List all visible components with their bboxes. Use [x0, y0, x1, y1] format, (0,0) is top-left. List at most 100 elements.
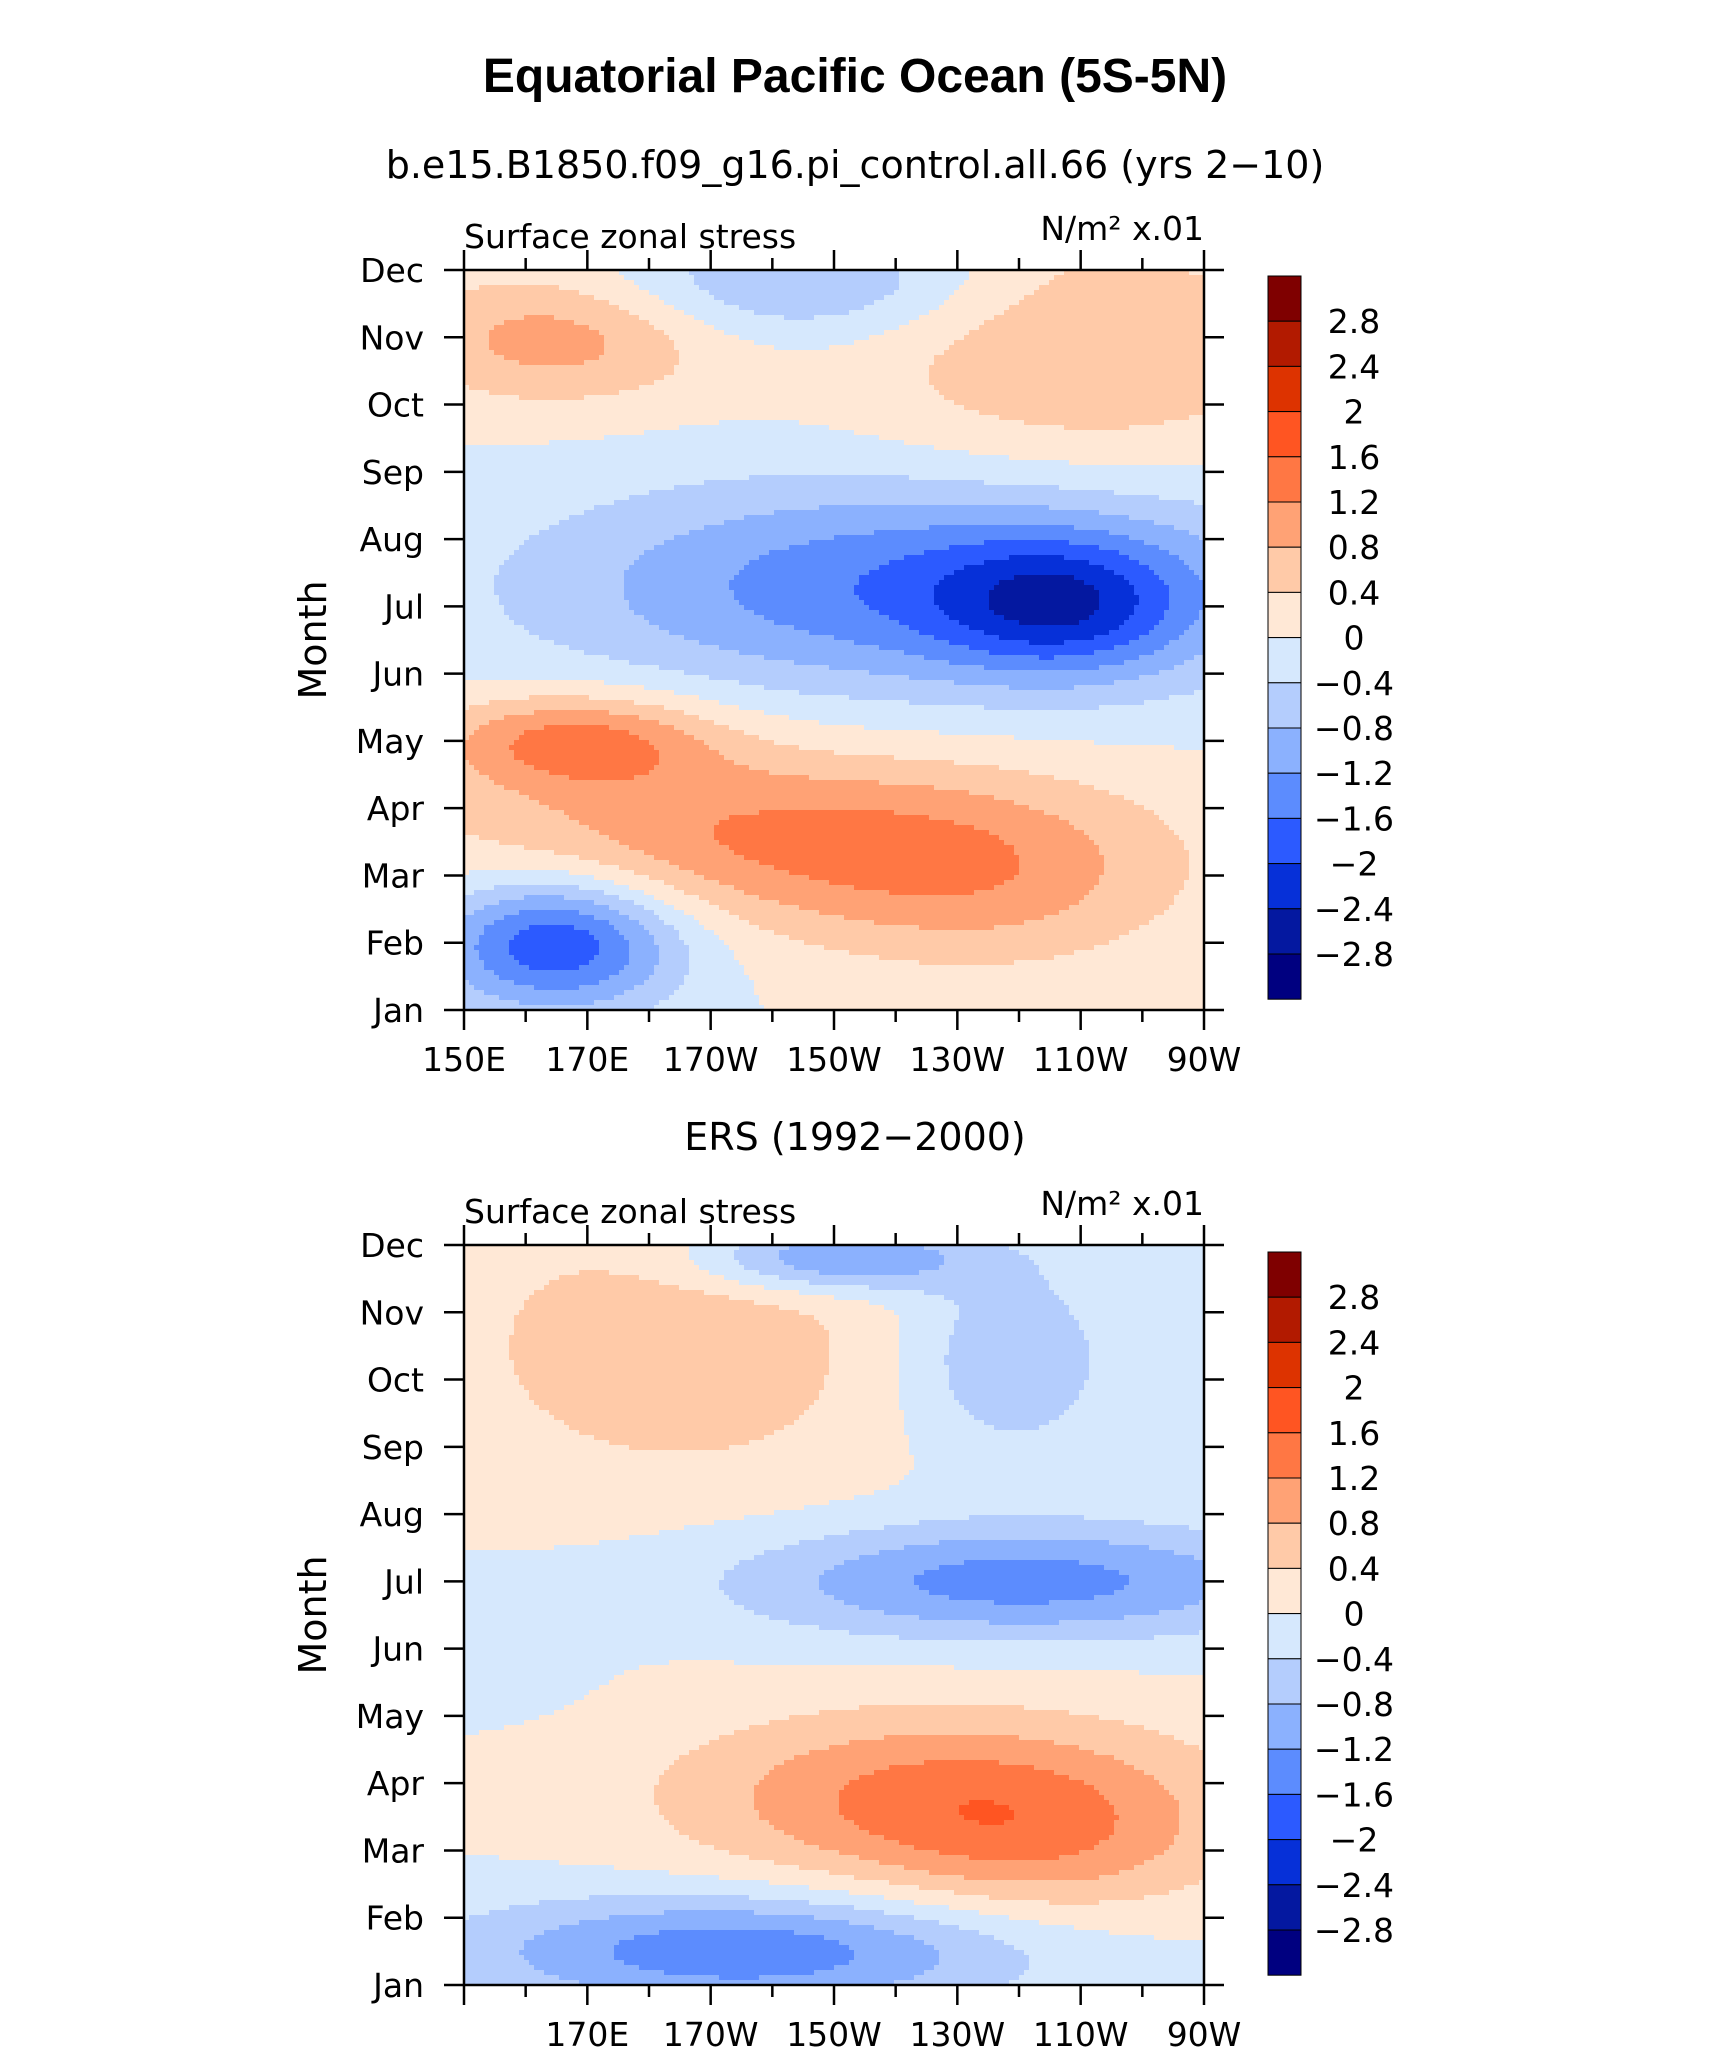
colorbar-label: −0.4	[1314, 664, 1394, 703]
y-tick-label: Jun	[370, 1630, 424, 1669]
colorbar-label: −0.8	[1314, 1685, 1394, 1724]
units-label: N/m² x.01	[1040, 209, 1204, 248]
panel-2: ERS (1992−2000)JanFebMarAprMayJunJulAugS…	[291, 1115, 1394, 2054]
colorbar-label: 0.8	[1328, 1504, 1380, 1543]
y-axis-title: Month	[291, 1555, 335, 1674]
y-tick-label: Jul	[382, 1562, 424, 1601]
y-tick-label: Aug	[360, 1495, 424, 1534]
colorbar-swatch	[1268, 1433, 1301, 1478]
y-tick-label: Jan	[371, 991, 424, 1030]
colorbar-label: 0.4	[1328, 1549, 1380, 1588]
y-tick-label: Mar	[362, 856, 425, 895]
y-tick-label: Dec	[360, 1226, 424, 1265]
colorbar-swatch	[1268, 638, 1301, 683]
colorbar-swatch	[1268, 954, 1301, 999]
x-tick-label: 150W	[786, 2015, 882, 2054]
x-tick-label: 170E	[545, 2015, 629, 2054]
y-tick-label: Jul	[382, 587, 424, 626]
field-name-label: Surface zonal stress	[464, 217, 796, 256]
colorbar-label: 1.2	[1328, 483, 1380, 522]
contour-field	[464, 270, 1205, 1011]
units-label: N/m² x.01	[1040, 1184, 1204, 1223]
x-tick-label: 150W	[786, 1040, 882, 1079]
colorbar-swatch	[1268, 1388, 1301, 1433]
colorbar-swatch	[1268, 412, 1301, 457]
colorbar-swatch	[1268, 1659, 1301, 1704]
colorbar-swatch	[1268, 1885, 1301, 1930]
colorbar-swatch	[1268, 818, 1301, 863]
colorbar-label: 0.8	[1328, 528, 1380, 567]
colorbar: 2.82.421.61.20.80.40−0.4−0.8−1.2−1.6−2−2…	[1268, 276, 1394, 999]
colorbar-label: 0.4	[1328, 573, 1380, 612]
figure-title: Equatorial Pacific Ocean (5S-5N)	[483, 50, 1227, 103]
figure: Equatorial Pacific Ocean (5S-5N) b.e15.B…	[0, 0, 1710, 2062]
y-tick-label: Dec	[360, 251, 424, 290]
colorbar-label: 0	[1344, 619, 1365, 658]
colorbar-swatch	[1268, 592, 1301, 637]
y-tick-label: Apr	[367, 789, 425, 828]
y-tick-label: Oct	[367, 386, 424, 425]
colorbar-swatch	[1268, 683, 1301, 728]
colorbar-swatch	[1268, 1568, 1301, 1613]
colorbar-label: 1.6	[1328, 438, 1380, 477]
x-tick-label: 90W	[1167, 2015, 1242, 2054]
y-tick-label: Nov	[360, 1293, 424, 1332]
y-tick-label: Feb	[366, 924, 424, 963]
colorbar-swatch	[1268, 1704, 1301, 1749]
colorbar: 2.82.421.61.20.80.40−0.4−0.8−1.2−1.6−2−2…	[1268, 1252, 1394, 1975]
colorbar-label: 2	[1344, 1369, 1365, 1408]
colorbar-swatch	[1268, 864, 1301, 909]
y-axis-title: Month	[291, 580, 335, 699]
colorbar-swatch	[1268, 1840, 1301, 1885]
panel-subtitle: ERS (1992−2000)	[684, 1115, 1026, 1159]
colorbar-label: 2.8	[1328, 302, 1380, 341]
colorbar-label: −0.4	[1314, 1640, 1394, 1679]
colorbar-swatch	[1268, 547, 1301, 592]
y-tick-label: Mar	[362, 1831, 425, 1870]
colorbar-label: −1.6	[1314, 799, 1394, 838]
colorbar-swatch	[1268, 1749, 1301, 1794]
y-tick-label: Nov	[360, 318, 424, 357]
colorbar-swatch	[1268, 1614, 1301, 1659]
colorbar-swatch	[1268, 1478, 1301, 1523]
colorbar-label: −1.2	[1314, 754, 1394, 793]
x-tick-label: 170W	[663, 1040, 759, 1079]
y-tick-label: Feb	[366, 1899, 424, 1938]
colorbar-swatch	[1268, 1252, 1301, 1297]
colorbar-label: 1.2	[1328, 1459, 1380, 1498]
x-tick-label: 110W	[1033, 1040, 1129, 1079]
colorbar-swatch	[1268, 1342, 1301, 1387]
x-tick-label: 90W	[1167, 1040, 1242, 1079]
x-tick-label: 150E	[422, 1040, 506, 1079]
y-tick-label: Apr	[367, 1764, 425, 1803]
colorbar-label: −2.8	[1314, 1911, 1394, 1950]
colorbar-label: −2.4	[1314, 1866, 1394, 1905]
x-tick-label: 130W	[910, 2015, 1006, 2054]
panel-1: b.e15.B1850.f09_g16.pi_control.all.66 (y…	[291, 143, 1394, 1079]
colorbar-label: 0	[1344, 1595, 1365, 1634]
colorbar-swatch	[1268, 502, 1301, 547]
y-tick-label: Oct	[367, 1361, 424, 1400]
field-name-label: Surface zonal stress	[464, 1192, 796, 1231]
colorbar-swatch	[1268, 728, 1301, 773]
colorbar-label: 2.4	[1328, 1323, 1380, 1362]
colorbar-label: 2.8	[1328, 1278, 1380, 1317]
x-tick-label: 170E	[545, 1040, 629, 1079]
colorbar-swatch	[1268, 366, 1301, 411]
y-tick-label: Aug	[360, 520, 424, 559]
y-tick-label: Jun	[370, 655, 424, 694]
y-tick-label: May	[356, 722, 424, 761]
y-tick-label: Sep	[362, 1428, 424, 1467]
colorbar-label: 2	[1344, 393, 1365, 432]
colorbar-swatch	[1268, 1523, 1301, 1568]
colorbar-swatch	[1268, 773, 1301, 818]
colorbar-swatch	[1268, 276, 1301, 321]
colorbar-swatch	[1268, 1930, 1301, 1975]
colorbar-label: −1.2	[1314, 1730, 1394, 1769]
x-tick-label: 130W	[910, 1040, 1006, 1079]
colorbar-label: 1.6	[1328, 1414, 1380, 1453]
x-tick-label: 110W	[1033, 2015, 1129, 2054]
x-tick-label: 170W	[663, 2015, 759, 2054]
y-tick-label: May	[356, 1697, 424, 1736]
colorbar-label: −2	[1330, 1821, 1379, 1860]
